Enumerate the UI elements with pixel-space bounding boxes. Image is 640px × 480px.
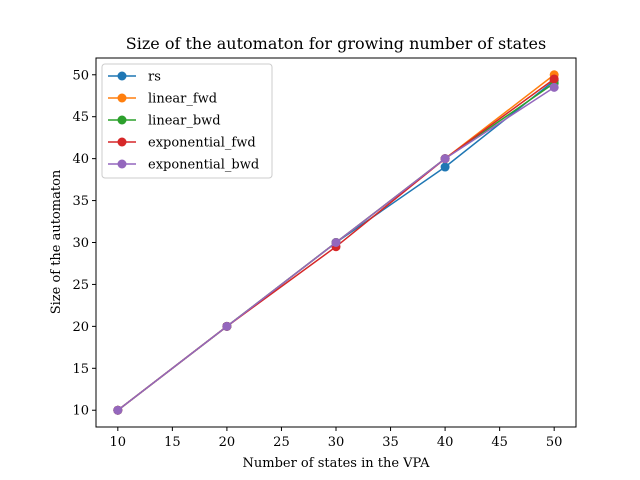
legend-box (101, 63, 273, 179)
y-tick-label: 15 (72, 362, 89, 377)
x-tick-label: 10 (110, 435, 127, 450)
x-axis-label: Number of states in the VPA (243, 456, 431, 471)
legend-label: exponential_fwd (148, 136, 256, 151)
x-tick-label: 30 (328, 435, 345, 450)
y-tick-label: 35 (72, 194, 89, 209)
legend-marker (117, 71, 127, 81)
y-tick-label: 45 (72, 110, 89, 125)
x-tick-label: 25 (273, 435, 290, 450)
x-tick-label: 35 (382, 435, 399, 450)
legend-label: linear_bwd (148, 114, 221, 129)
legend-marker (117, 93, 127, 103)
x-tick-label: 20 (219, 435, 236, 450)
y-tick-label: 20 (72, 320, 89, 335)
y-axis-ticks: 10 15 20 25 30 35 40 45 50 (72, 68, 96, 419)
legend-marker (117, 115, 127, 125)
legend-item-linear_fwd: linear_fwd (108, 92, 217, 107)
data-point-exponential_fwd (549, 74, 559, 84)
data-point-exponential_bwd (331, 238, 341, 247)
data-point-exponential_bwd (113, 405, 123, 415)
y-tick-label: 10 (72, 404, 89, 419)
plot-lines (113, 70, 559, 415)
x-axis-ticks: 10 15 20 25 30 35 40 45 50 (110, 427, 563, 450)
legend-label: linear_fwd (148, 92, 217, 107)
legend-item-exponential_fwd: exponential_fwd (108, 136, 256, 151)
legend-label: exponential_bwd (148, 158, 259, 173)
legend-item-rs: rs (108, 70, 161, 85)
legend-label: rs (148, 70, 161, 85)
y-tick-label: 30 (72, 236, 89, 251)
series-exponential_bwd (113, 82, 559, 415)
y-axis-label: Size of the automaton (49, 169, 64, 314)
data-point-exponential_bwd (549, 82, 559, 92)
x-tick-label: 40 (437, 435, 454, 450)
x-tick-label: 45 (491, 435, 508, 450)
y-tick-label: 25 (72, 278, 89, 293)
legend-item-exponential_bwd: exponential_bwd (108, 158, 259, 173)
data-point-exponential_bwd (440, 154, 450, 164)
chart-title: Size of the automaton for growing number… (126, 34, 546, 53)
data-point-exponential_bwd (222, 321, 232, 331)
x-tick-label: 15 (164, 435, 181, 450)
y-tick-label: 40 (72, 152, 89, 167)
legend-item-linear_bwd: linear_bwd (108, 114, 221, 129)
data-point-rs (440, 162, 450, 172)
legend: rs linear_fwd linear_bwd exponential_fwdexp… (101, 63, 273, 179)
legend-marker (117, 137, 127, 147)
y-tick-label: 50 (72, 68, 89, 83)
legend-marker (117, 159, 127, 169)
x-tick-label: 50 (546, 435, 563, 450)
